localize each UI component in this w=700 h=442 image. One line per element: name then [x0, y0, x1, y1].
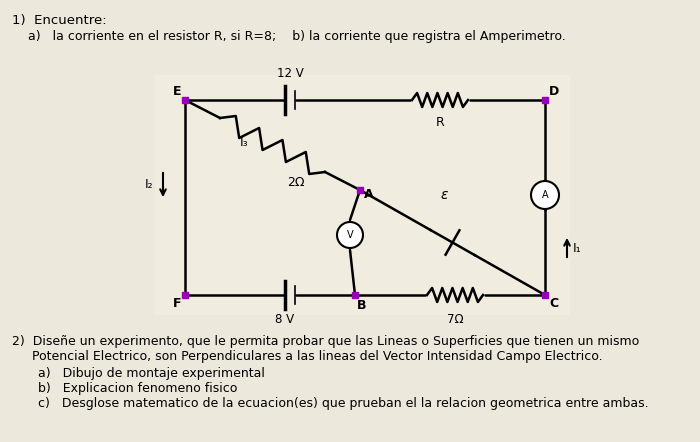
Text: 12 V: 12 V — [276, 67, 303, 80]
Text: C: C — [549, 297, 558, 310]
Text: I₂: I₂ — [144, 179, 153, 191]
Text: Potencial Electrico, son Perpendiculares a las lineas del Vector Intensidad Camp: Potencial Electrico, son Perpendiculares… — [12, 350, 603, 363]
Text: E: E — [172, 85, 181, 98]
FancyBboxPatch shape — [155, 75, 570, 315]
Text: ε: ε — [440, 188, 447, 202]
Text: 2)  Diseñe un experimento, que le permita probar que las Lineas o Superficies qu: 2) Diseñe un experimento, que le permita… — [12, 335, 639, 348]
Text: D: D — [549, 85, 559, 98]
Text: a)   la corriente en el resistor R, si R=8;    b) la corriente que registra el A: a) la corriente en el resistor R, si R=8… — [12, 30, 566, 43]
Text: V: V — [346, 230, 354, 240]
Circle shape — [337, 222, 363, 248]
Text: I₁: I₁ — [573, 241, 582, 255]
Text: 7Ω: 7Ω — [447, 313, 463, 326]
Text: A: A — [542, 190, 548, 200]
Text: I₃: I₃ — [240, 136, 248, 149]
Circle shape — [531, 181, 559, 209]
Text: c)   Desglose matematico de la ecuacion(es) que prueban el la relacion geometric: c) Desglose matematico de la ecuacion(es… — [22, 397, 649, 410]
Text: 8 V: 8 V — [275, 313, 295, 326]
Text: 1)  Encuentre:: 1) Encuentre: — [12, 14, 106, 27]
Text: b)   Explicacion fenomeno fisico: b) Explicacion fenomeno fisico — [22, 382, 237, 395]
Text: F: F — [172, 297, 181, 310]
Text: B: B — [357, 299, 367, 312]
Text: R: R — [435, 116, 444, 129]
Text: 2Ω: 2Ω — [288, 175, 305, 188]
Text: a)   Dibujo de montaje experimental: a) Dibujo de montaje experimental — [22, 367, 265, 380]
Text: A: A — [364, 188, 374, 201]
